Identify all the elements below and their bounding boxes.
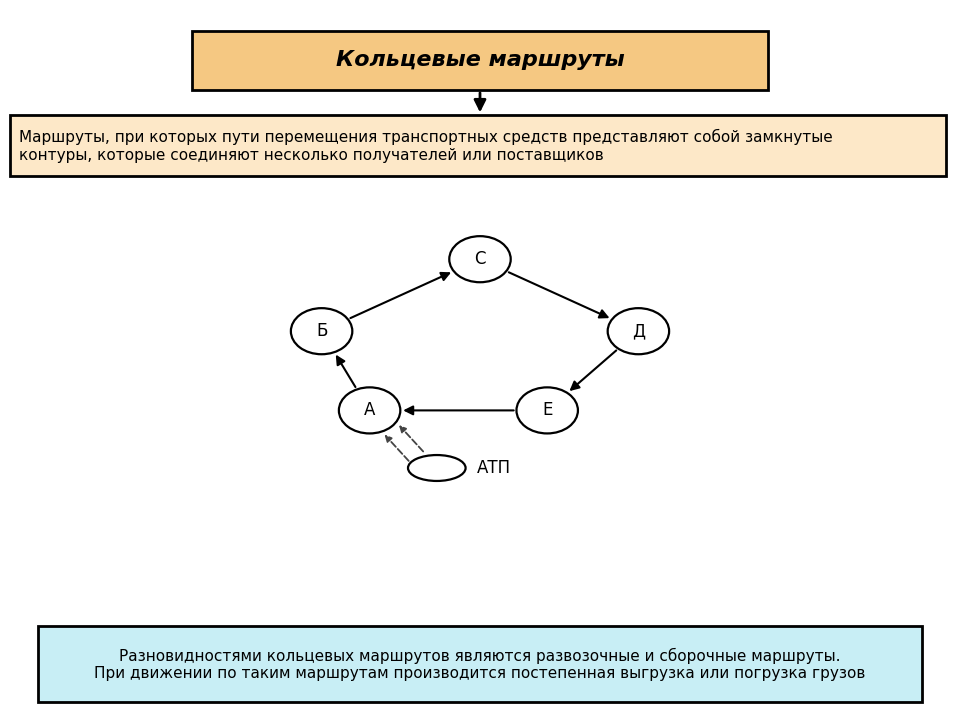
Text: Разновидностями кольцевых маршрутов являются развозочные и сборочные маршруты.
П: Разновидностями кольцевых маршрутов явля… [94, 647, 866, 681]
Circle shape [449, 236, 511, 282]
Circle shape [608, 308, 669, 354]
FancyBboxPatch shape [192, 31, 768, 90]
Text: Д: Д [632, 323, 645, 340]
Ellipse shape [408, 455, 466, 481]
FancyBboxPatch shape [38, 626, 922, 702]
Text: С: С [474, 250, 486, 268]
Circle shape [339, 387, 400, 433]
Text: Маршруты, при которых пути перемещения транспортных средств представляют собой з: Маршруты, при которых пути перемещения т… [19, 129, 833, 163]
Circle shape [516, 387, 578, 433]
Text: Кольцевые маршруты: Кольцевые маршруты [336, 50, 624, 71]
Text: Е: Е [542, 401, 552, 419]
Text: А: А [364, 401, 375, 419]
FancyBboxPatch shape [10, 115, 946, 176]
Text: Б: Б [316, 323, 327, 340]
Text: АТП: АТП [477, 459, 512, 477]
Circle shape [291, 308, 352, 354]
